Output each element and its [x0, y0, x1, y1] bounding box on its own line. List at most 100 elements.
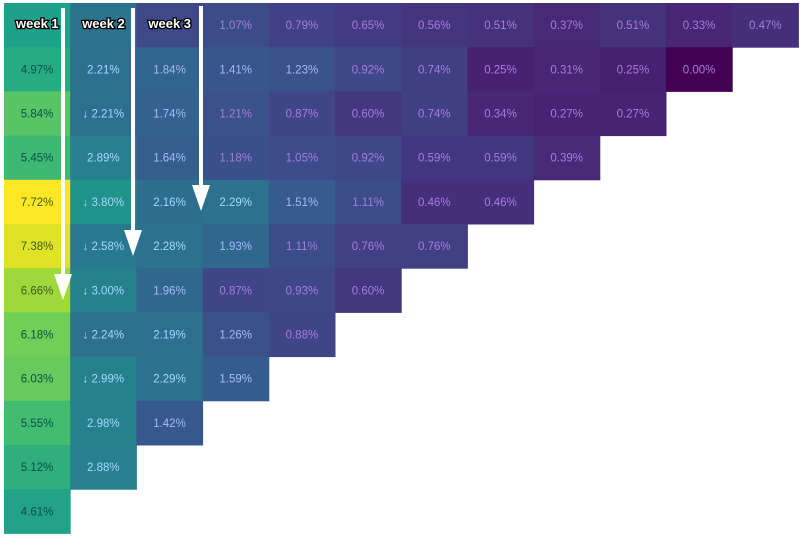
heatmap-cell [401, 179, 468, 225]
heatmap-cell-label: 1.59% [219, 374, 252, 386]
heatmap-cell [4, 312, 71, 358]
heatmap-cell [4, 47, 71, 92]
heatmap-cell-label: 1.07% [219, 20, 252, 32]
heatmap-cell [401, 135, 468, 181]
heatmap-cell-label: 0.76% [418, 241, 451, 253]
heatmap-cell-label: 0.33% [683, 20, 716, 32]
heatmap-cell [136, 400, 204, 446]
heatmap-cell-label: 2.98% [87, 418, 120, 430]
heatmap-cell [666, 3, 733, 48]
heatmap-cell-label: 0.31% [550, 64, 583, 76]
heatmap-cell-label: 0.00% [683, 64, 716, 76]
heatmap-cell [70, 356, 137, 402]
heatmap-cell-label: 2.29% [219, 197, 252, 209]
heatmap-cell-label: 1.23% [286, 64, 319, 76]
heatmap-cell-label: 2.28% [153, 241, 186, 253]
heatmap-cell-label: 0.51% [484, 20, 517, 32]
heatmap-cell [467, 47, 535, 92]
heatmap-cell [335, 268, 402, 313]
heatmap-cell-label: 0.47% [749, 20, 782, 32]
heatmap-cell-label: 2.21% [87, 64, 120, 76]
heatmap-cell [599, 47, 667, 92]
heatmap-cell [268, 135, 336, 181]
heatmap-cell [70, 47, 137, 92]
heatmap-cell [202, 47, 270, 92]
heatmap-cell-label: 1.11% [286, 241, 318, 253]
heatmap-cell [202, 312, 270, 358]
heatmap-cell [70, 445, 137, 490]
heatmap-cell-label: 0.25% [617, 64, 650, 76]
heatmap-cell-label: 1.11% [352, 197, 384, 209]
heatmap-cell-label: 5.12% [21, 462, 54, 474]
heatmap-cell [666, 47, 733, 92]
heatmap-cell [70, 268, 137, 313]
heatmap-cell [533, 135, 601, 181]
heatmap-cell [268, 268, 336, 313]
heatmap-cell [70, 91, 137, 137]
heatmap-cell-label: 1.51% [286, 197, 319, 209]
heatmap-cell [401, 91, 468, 137]
heatmap-cell [4, 135, 71, 181]
heatmap-cell [268, 179, 336, 225]
heatmap-cell [202, 356, 270, 402]
heatmap-cell-label: 7.72% [21, 197, 54, 209]
heatmap-cell-label: 0.51% [617, 20, 650, 32]
down-arrow-icon [192, 6, 210, 211]
heatmap-cell [467, 3, 535, 48]
heatmap-cell [202, 91, 270, 137]
heatmap-cell [136, 356, 204, 402]
heatmap-cell [202, 224, 270, 269]
heatmap-cell [4, 224, 71, 269]
heatmap-cell-empty [4, 3, 71, 48]
heatmap-cell-label: 1.96% [153, 285, 186, 297]
heatmap-cell-label: 1.21% [219, 109, 252, 121]
heatmap-cell-label: 5.55% [21, 418, 54, 430]
heatmap-cell [335, 179, 402, 225]
heatmap-cell-label: ↓ 2.21% [83, 109, 125, 121]
heatmap-cell-label: 7.38% [21, 241, 54, 253]
heatmap-cell [268, 224, 336, 269]
heatmap-cell [136, 91, 204, 137]
heatmap-cell [335, 47, 402, 92]
heatmap-cell [4, 489, 71, 534]
heatmap-cell [467, 135, 535, 181]
heatmap-cell-label: 0.92% [352, 64, 385, 76]
heatmap-cell-label: 2.89% [87, 153, 120, 165]
heatmap-cell-label: 6.03% [21, 374, 54, 386]
heatmap-cell [335, 3, 402, 48]
heatmap-cell [401, 224, 468, 269]
heatmap-cell-label: ↓ 2.99% [83, 374, 125, 386]
heatmap-cell [4, 179, 71, 225]
heatmap-cell-label: 1.64% [153, 153, 186, 165]
heatmap-cell-label: 1.74% [153, 109, 186, 121]
heatmap-cell-label: 0.27% [617, 109, 650, 121]
heatmap-cell [533, 3, 601, 48]
heatmap-cell-label: 0.59% [418, 153, 451, 165]
heatmap-cell [70, 400, 137, 446]
heatmap-cell-label: 0.27% [550, 109, 583, 121]
heatmap-cell-label: 6.66% [21, 285, 54, 297]
heatmap-cell [70, 312, 137, 358]
heatmap-cell-label: 0.60% [352, 109, 385, 121]
heatmap-cell-label: 0.56% [418, 20, 451, 32]
heatmap-cell-label: 2.88% [87, 462, 120, 474]
heatmap-cell-label: 0.74% [418, 109, 451, 121]
heatmap-cell [136, 312, 204, 358]
heatmap-cell-label: 1.05% [286, 153, 319, 165]
heatmap-cell [599, 3, 667, 48]
heatmap-cell [401, 47, 468, 92]
heatmap-cell-empty [136, 3, 204, 48]
heatmap-cell-label: 1.18% [219, 153, 252, 165]
heatmap-cell-label: 5.45% [21, 153, 54, 165]
heatmap-cell-label: 0.34% [484, 109, 517, 121]
heatmap-cell [4, 445, 71, 490]
heatmap-cell [401, 3, 468, 48]
heatmap-cell [4, 356, 71, 402]
heatmap-cell [136, 179, 204, 225]
heatmap-cell-label: 4.97% [21, 64, 54, 76]
heatmap-cell-label: 0.25% [484, 64, 517, 76]
heatmap-cell [136, 47, 204, 92]
heatmap-cell [335, 135, 402, 181]
heatmap-cell-label: ↓ 3.00% [83, 285, 125, 297]
